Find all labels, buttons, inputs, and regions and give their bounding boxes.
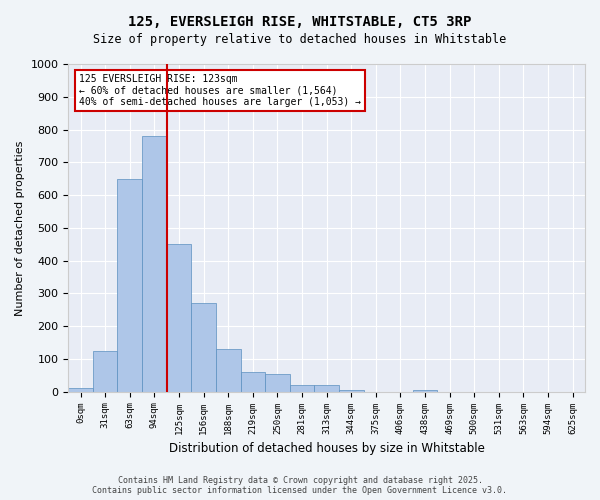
X-axis label: Distribution of detached houses by size in Whitstable: Distribution of detached houses by size … xyxy=(169,442,485,455)
Bar xyxy=(290,385,314,392)
Text: 125, EVERSLEIGH RISE, WHITSTABLE, CT5 3RP: 125, EVERSLEIGH RISE, WHITSTABLE, CT5 3R… xyxy=(128,15,472,29)
Bar xyxy=(118,178,142,392)
Text: 125 EVERSLEIGH RISE: 123sqm
← 60% of detached houses are smaller (1,564)
40% of : 125 EVERSLEIGH RISE: 123sqm ← 60% of det… xyxy=(79,74,361,107)
Bar xyxy=(314,385,339,392)
Text: Contains HM Land Registry data © Crown copyright and database right 2025.
Contai: Contains HM Land Registry data © Crown c… xyxy=(92,476,508,495)
Bar xyxy=(142,136,167,392)
Bar xyxy=(68,388,93,392)
Y-axis label: Number of detached properties: Number of detached properties xyxy=(15,140,25,316)
Bar xyxy=(241,372,265,392)
Text: Size of property relative to detached houses in Whitstable: Size of property relative to detached ho… xyxy=(94,32,506,46)
Bar xyxy=(93,350,118,392)
Bar xyxy=(216,349,241,392)
Bar xyxy=(339,390,364,392)
Bar xyxy=(191,303,216,392)
Bar xyxy=(167,244,191,392)
Bar xyxy=(413,390,437,392)
Bar xyxy=(265,374,290,392)
